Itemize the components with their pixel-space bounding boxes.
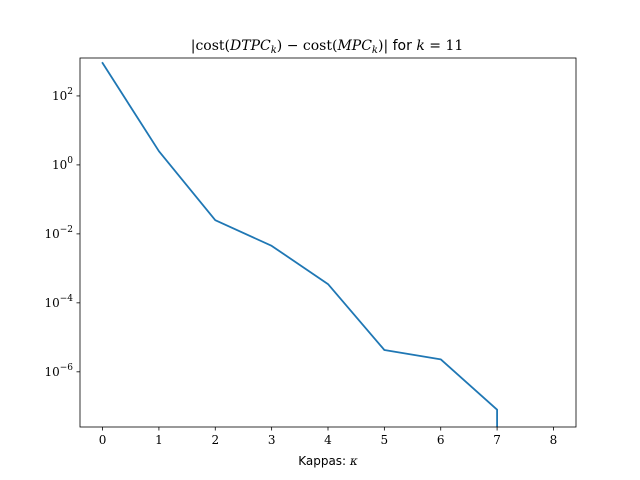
x-axis-label-text: Kappas: <box>298 454 350 468</box>
title-dtpc: DTPC <box>229 38 271 54</box>
title-cost-2: cost <box>303 38 332 54</box>
x-tick-label: 2 <box>211 433 219 447</box>
x-tick-label: 0 <box>99 433 107 447</box>
x-tick-label: 6 <box>437 433 445 447</box>
x-axis-ticks: 0 1 2 3 4 5 6 7 8 <box>99 427 558 447</box>
x-axis-label-symbol: κ <box>349 454 358 468</box>
series-line <box>101 61 498 427</box>
y-tick-base: 10 <box>52 89 67 103</box>
svg-text:|cost(DTPCk) − cost(MPCk)| for: |cost(DTPCk) − cost(MPCk)| for k = 11 <box>191 38 464 56</box>
x-axis-label: Kappas: κ <box>298 454 358 468</box>
chart-title: |cost(DTPCk) − cost(MPCk)| for k = 11 <box>191 38 464 56</box>
y-tick-base: 10 <box>52 158 67 172</box>
x-tick-label: 4 <box>324 433 332 447</box>
x-tick-label: 1 <box>155 433 163 447</box>
y-tick-base: 10 <box>44 227 59 241</box>
series-group <box>101 61 498 427</box>
x-tick-label: 5 <box>381 433 389 447</box>
title-cost-1: cost <box>195 38 224 54</box>
title-open-1: ( <box>225 38 230 54</box>
title-mpc: MPC <box>336 38 372 54</box>
title-sub-1: k <box>271 45 277 56</box>
y-tick-base: 10 <box>44 365 59 379</box>
y-tick-exponent: 0 <box>67 156 73 166</box>
title-minus: − <box>282 38 303 54</box>
y-tick-exponent: −4 <box>60 294 74 304</box>
title-open-2: ( <box>332 38 337 54</box>
title-k: k <box>416 38 424 54</box>
y-tick-exponent: −6 <box>60 363 74 373</box>
title-bar-right: | <box>383 38 388 54</box>
y-tick-label: 10−2 <box>44 225 73 241</box>
y-tick-label: 100 <box>52 156 73 172</box>
svg-text:Kappas: κ: Kappas: κ <box>298 454 358 468</box>
y-tick-base: 10 <box>44 296 59 310</box>
title-sub-2: k <box>372 45 378 56</box>
x-tick-label: 3 <box>268 433 276 447</box>
title-close-2: ) <box>378 38 383 54</box>
title-bar-left: | <box>191 38 196 54</box>
y-tick-exponent: −2 <box>60 225 73 235</box>
x-tick-label: 8 <box>550 433 558 447</box>
y-tick-exponent: 2 <box>67 87 73 97</box>
y-tick-label: 10−4 <box>44 294 73 310</box>
x-tick-label: 7 <box>493 433 501 447</box>
title-equals: = 11 <box>425 38 463 54</box>
plot-frame <box>79 57 577 428</box>
y-tick-label: 10−6 <box>44 363 73 379</box>
title-close-1: ) <box>277 38 282 54</box>
y-tick-label: 102 <box>52 87 73 103</box>
title-for: for <box>388 38 416 54</box>
